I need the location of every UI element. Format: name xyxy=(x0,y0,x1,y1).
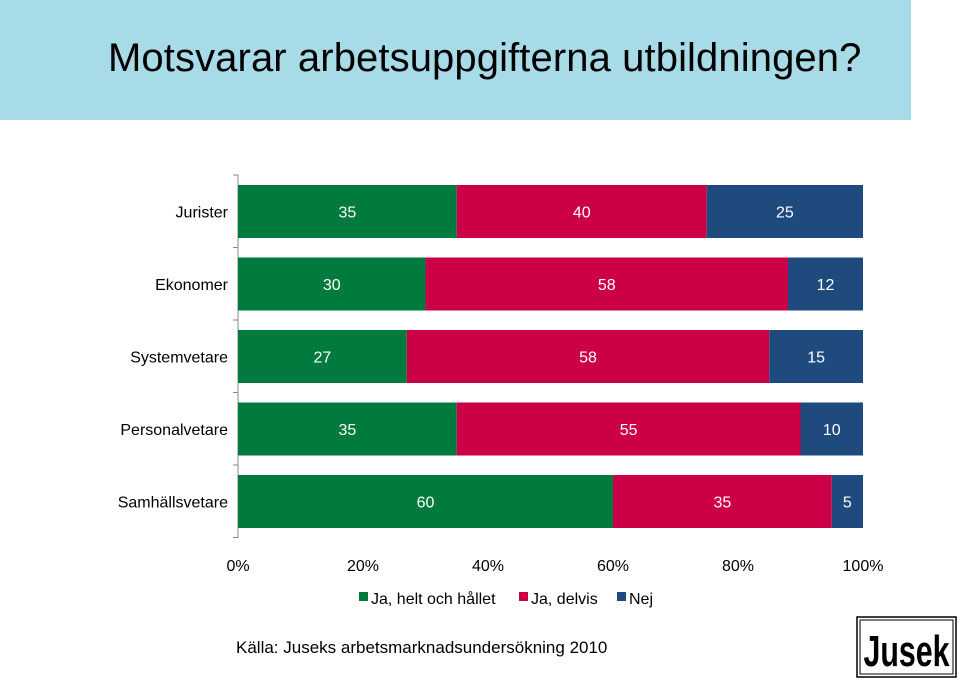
bar-segment xyxy=(706,185,863,238)
x-tick-label: 100% xyxy=(843,558,884,575)
legend-label: Ja, helt och hållet xyxy=(371,590,496,608)
data-label: 5 xyxy=(843,495,852,512)
svg-text:Jusek: Jusek xyxy=(864,627,950,676)
legend-swatch xyxy=(359,592,368,601)
bar-segment xyxy=(425,257,788,311)
bar-segment xyxy=(769,330,863,383)
bar-segment xyxy=(456,402,801,456)
x-tick-label: 0% xyxy=(226,558,249,575)
category-label: Samhällsvetare xyxy=(118,495,228,512)
bar-segment xyxy=(238,257,426,311)
bar-segment xyxy=(238,402,457,456)
legend-swatch xyxy=(617,592,626,601)
data-label: 35 xyxy=(338,422,356,439)
data-label: 40 xyxy=(573,205,591,222)
data-label: 35 xyxy=(713,495,731,512)
title-bar xyxy=(0,0,911,120)
bar-segment xyxy=(238,185,457,238)
legend-swatch xyxy=(519,592,528,601)
x-tick-label: 80% xyxy=(722,558,754,575)
data-label: 60 xyxy=(417,495,435,512)
data-label: 55 xyxy=(620,422,638,439)
data-label: 15 xyxy=(807,350,825,367)
category-label: Ekonomer xyxy=(155,277,229,294)
data-label: 27 xyxy=(313,350,331,367)
bar-segment xyxy=(613,475,832,528)
data-label: 30 xyxy=(323,277,341,294)
x-tick-label: 40% xyxy=(472,558,504,575)
bar-segment xyxy=(800,402,863,456)
bar-segment xyxy=(831,475,863,528)
category-label: Personalvetare xyxy=(120,422,228,439)
data-label: 35 xyxy=(338,205,356,222)
data-label: 58 xyxy=(598,277,616,294)
data-label: 12 xyxy=(817,277,835,294)
source-note: Källa: Juseks arbetsmarknadsundersökning… xyxy=(236,638,608,657)
slide-title: Motsvarar arbetsuppgifterna utbildningen… xyxy=(108,36,862,80)
category-label: Systemvetare xyxy=(130,350,228,367)
bar-segment xyxy=(238,330,407,383)
category-label: Jurister xyxy=(176,205,229,222)
bar-segment xyxy=(788,257,863,311)
bar-segment xyxy=(456,185,707,238)
x-tick-label: 20% xyxy=(347,558,379,575)
data-label: 58 xyxy=(579,350,597,367)
jusek-logo: Jusek xyxy=(856,616,957,678)
x-tick-label: 60% xyxy=(597,558,629,575)
data-label: 25 xyxy=(776,205,794,222)
bar-segment xyxy=(238,475,613,528)
bar-segment xyxy=(406,330,770,383)
legend-label: Ja, delvis xyxy=(531,591,598,608)
data-label: 10 xyxy=(823,422,841,439)
legend-label: Nej xyxy=(629,591,653,608)
